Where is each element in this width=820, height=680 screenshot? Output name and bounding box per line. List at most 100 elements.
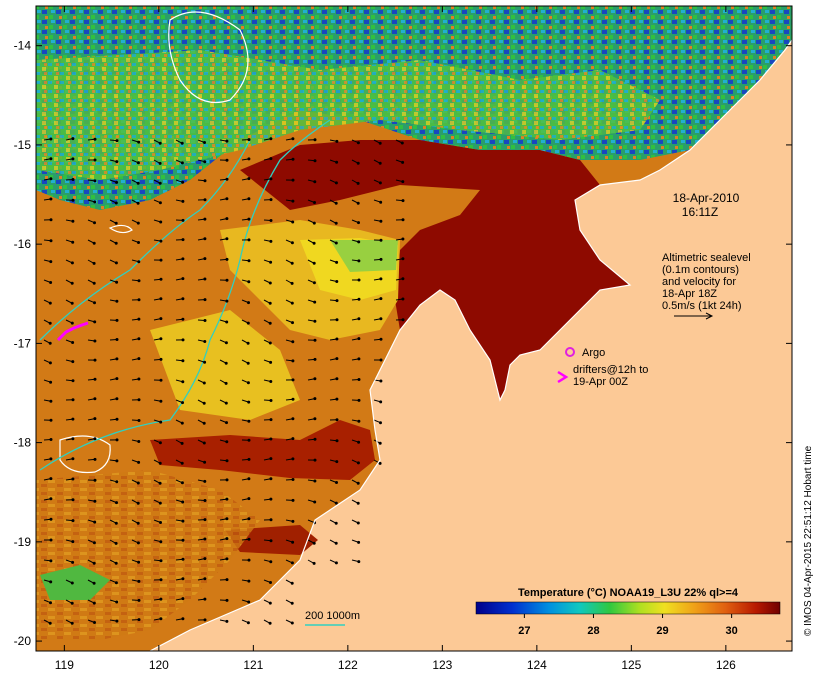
velocity-arrow-head: [334, 181, 338, 185]
velocity-arrow-head: [115, 501, 118, 505]
lon-axis: 119 120 121 122 123 124 125 126: [55, 6, 736, 672]
velocity-arrow-head: [247, 438, 251, 442]
velocity-arrow-head: [181, 519, 185, 523]
velocity-arrow-head: [70, 301, 74, 305]
velocity-arrow-head: [225, 257, 229, 261]
velocity-arrow-head: [70, 321, 74, 325]
velocity-arrow-head: [356, 521, 360, 525]
velocity-arrow-head: [379, 277, 383, 281]
velocity-arrow-head: [159, 399, 163, 403]
velocity-arrow-head: [114, 561, 118, 565]
velocity-arrow-head: [71, 341, 75, 344]
velocity-arrow-head: [401, 218, 405, 222]
velocity-arrow-head: [247, 157, 251, 161]
velocity-arrow-head: [115, 619, 119, 623]
velocity-arrow-head: [268, 601, 272, 605]
hot-patch-south-1: [150, 420, 375, 480]
velocity-arrow-head: [202, 381, 206, 385]
velocity-arrow-head: [269, 581, 272, 584]
velocity-arrow-head: [290, 281, 294, 285]
velocity-arrow-head: [49, 157, 53, 161]
velocity-arrow-head: [291, 519, 295, 523]
drifter-marker: [557, 370, 569, 384]
velocity-arrow-head: [181, 257, 185, 261]
velocity-arrow-head: [159, 258, 163, 262]
velocity-arrow-head: [203, 618, 207, 622]
velocity-arrow-head: [137, 260, 141, 264]
velocity-arrow-head: [291, 478, 295, 481]
velocity-arrow-head: [49, 177, 53, 181]
velocity-arrow-head: [181, 218, 185, 222]
velocity-arrow-head: [115, 338, 119, 341]
velocity-arrow-head: [269, 157, 273, 161]
velocity-arrow-head: [269, 198, 273, 202]
velocity-arrow-head: [114, 521, 118, 525]
velocity-arrow-head: [291, 417, 295, 421]
velocity-arrow-head: [202, 421, 206, 425]
velocity-arrow-head: [224, 381, 228, 385]
velocity-arrow-head: [114, 241, 118, 245]
velocity-arrow-head: [247, 477, 251, 481]
velocity-arrow-head: [291, 378, 295, 382]
velocity-arrow-head: [49, 418, 53, 422]
velocity-arrow-head: [291, 540, 295, 544]
velocity-arrow-head: [335, 439, 339, 443]
velocity-arrow-head: [269, 418, 273, 422]
drifters-label-line1: drifters@12h to: [573, 364, 648, 376]
bathymetry-contour: [39, 119, 331, 471]
velocity-arrow-head: [247, 138, 251, 142]
velocity-arrow-head: [357, 398, 361, 402]
velocity-arrow-head: [379, 257, 383, 261]
velocity-arrow-head: [268, 621, 272, 625]
velocity-arrow-head: [71, 457, 75, 461]
velocity-arrow-head: [313, 201, 316, 204]
lat-tick-label: -17: [14, 336, 32, 350]
velocity-arrow-head: [115, 318, 119, 322]
velocity-arrow-head: [313, 319, 317, 323]
velocity-arrow-head: [247, 259, 251, 263]
velocity-arrow-head: [225, 440, 229, 444]
lat-tick-label: -20: [14, 634, 32, 648]
velocity-arrow-head: [158, 441, 162, 445]
velocity-arrow-head: [115, 280, 119, 284]
velocity-arrow-head: [290, 261, 294, 265]
colorbar: [475, 601, 781, 615]
velocity-arrow-head: [49, 137, 53, 141]
velocity-arrow-head: [137, 357, 141, 361]
velocity-arrow-head: [158, 481, 162, 485]
velocity-arrow-head: [202, 401, 206, 405]
velocity-arrow-head: [225, 217, 229, 221]
velocity-arrow-head: [71, 240, 75, 244]
velocity-arrow-head: [115, 180, 119, 184]
velocity-arrow-head: [334, 541, 338, 545]
velocity-arrow-head: [203, 577, 207, 581]
velocity-arrow-head: [357, 357, 361, 361]
velocity-arrow-head: [379, 358, 383, 362]
velocity-arrow-head: [246, 621, 250, 625]
velocity-arrow-head: [335, 460, 339, 464]
velocity-arrow-head: [269, 437, 273, 441]
velocity-arrow-head: [247, 177, 251, 181]
velocity-arrow-head: [224, 361, 228, 365]
velocity-arrow-head: [93, 377, 97, 381]
velocity-arrow-head: [290, 621, 294, 625]
velocity-arrow-head: [203, 217, 207, 221]
velocity-arrow-head: [49, 517, 53, 521]
velocity-arrow-head: [313, 417, 317, 421]
velocity-arrow-head: [114, 221, 118, 225]
velocity-arrow-head: [225, 598, 229, 602]
velocity-arrow-head: [225, 278, 229, 282]
velocity-arrow-head: [92, 581, 96, 585]
velocity-arrow-head: [268, 281, 272, 285]
velocity-arrow-head: [290, 601, 294, 605]
velocity-arrow-head: [313, 357, 317, 361]
velocity-arrow-head: [181, 538, 185, 542]
velocity-arrow-head: [269, 360, 273, 364]
velocity-arrow-head: [335, 260, 339, 264]
velocity-arrow-head: [71, 360, 75, 364]
velocity-arrow-head: [247, 400, 251, 404]
velocity-arrow-head: [180, 161, 184, 165]
velocity-arrow-head: [181, 359, 185, 363]
velocity-arrow-head: [203, 499, 207, 502]
